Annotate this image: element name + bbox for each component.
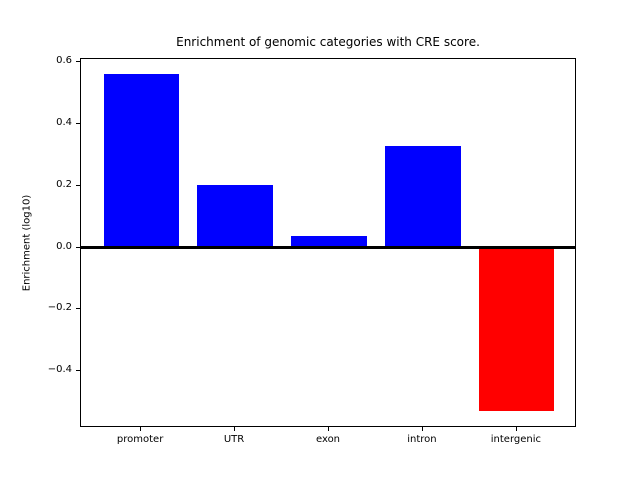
y-tick-label: −0.4	[47, 364, 72, 376]
x-tick-label-promoter: promoter	[116, 434, 164, 445]
y-tick-label: 0.4	[56, 116, 72, 128]
y-tick-mark	[76, 370, 80, 372]
y-tick-label: 0.6	[56, 55, 72, 67]
zero-line	[81, 246, 575, 250]
x-tick-label-exon: exon	[315, 434, 341, 445]
y-tick-mark	[76, 184, 80, 186]
bar-exon	[291, 236, 367, 248]
plot-area	[80, 58, 576, 427]
x-tick-label-UTR: UTR	[223, 434, 245, 445]
y-tick-mark	[76, 246, 80, 248]
x-tick-mark	[421, 427, 423, 431]
y-tick-mark	[76, 61, 80, 63]
bar-intergenic	[479, 247, 555, 412]
bar-promoter	[103, 74, 179, 248]
x-tick-label-intron: intron	[407, 434, 437, 445]
x-tick-mark	[328, 427, 329, 431]
x-tick-mark	[140, 427, 142, 431]
bar-intron	[385, 146, 461, 248]
y-tick-mark	[76, 308, 80, 310]
y-tick-label: 0.0	[56, 240, 72, 252]
chart-title: Enrichment of genomic categories with CR…	[176, 35, 480, 49]
y-tick-label: 0.2	[56, 178, 72, 190]
x-tick-label-intergenic: intergenic	[490, 434, 541, 445]
bar-UTR	[197, 184, 273, 248]
x-tick-mark	[515, 427, 517, 431]
x-tick-mark	[234, 427, 236, 431]
y-tick-mark	[76, 122, 80, 124]
y-tick-label: −0.2	[47, 302, 72, 314]
